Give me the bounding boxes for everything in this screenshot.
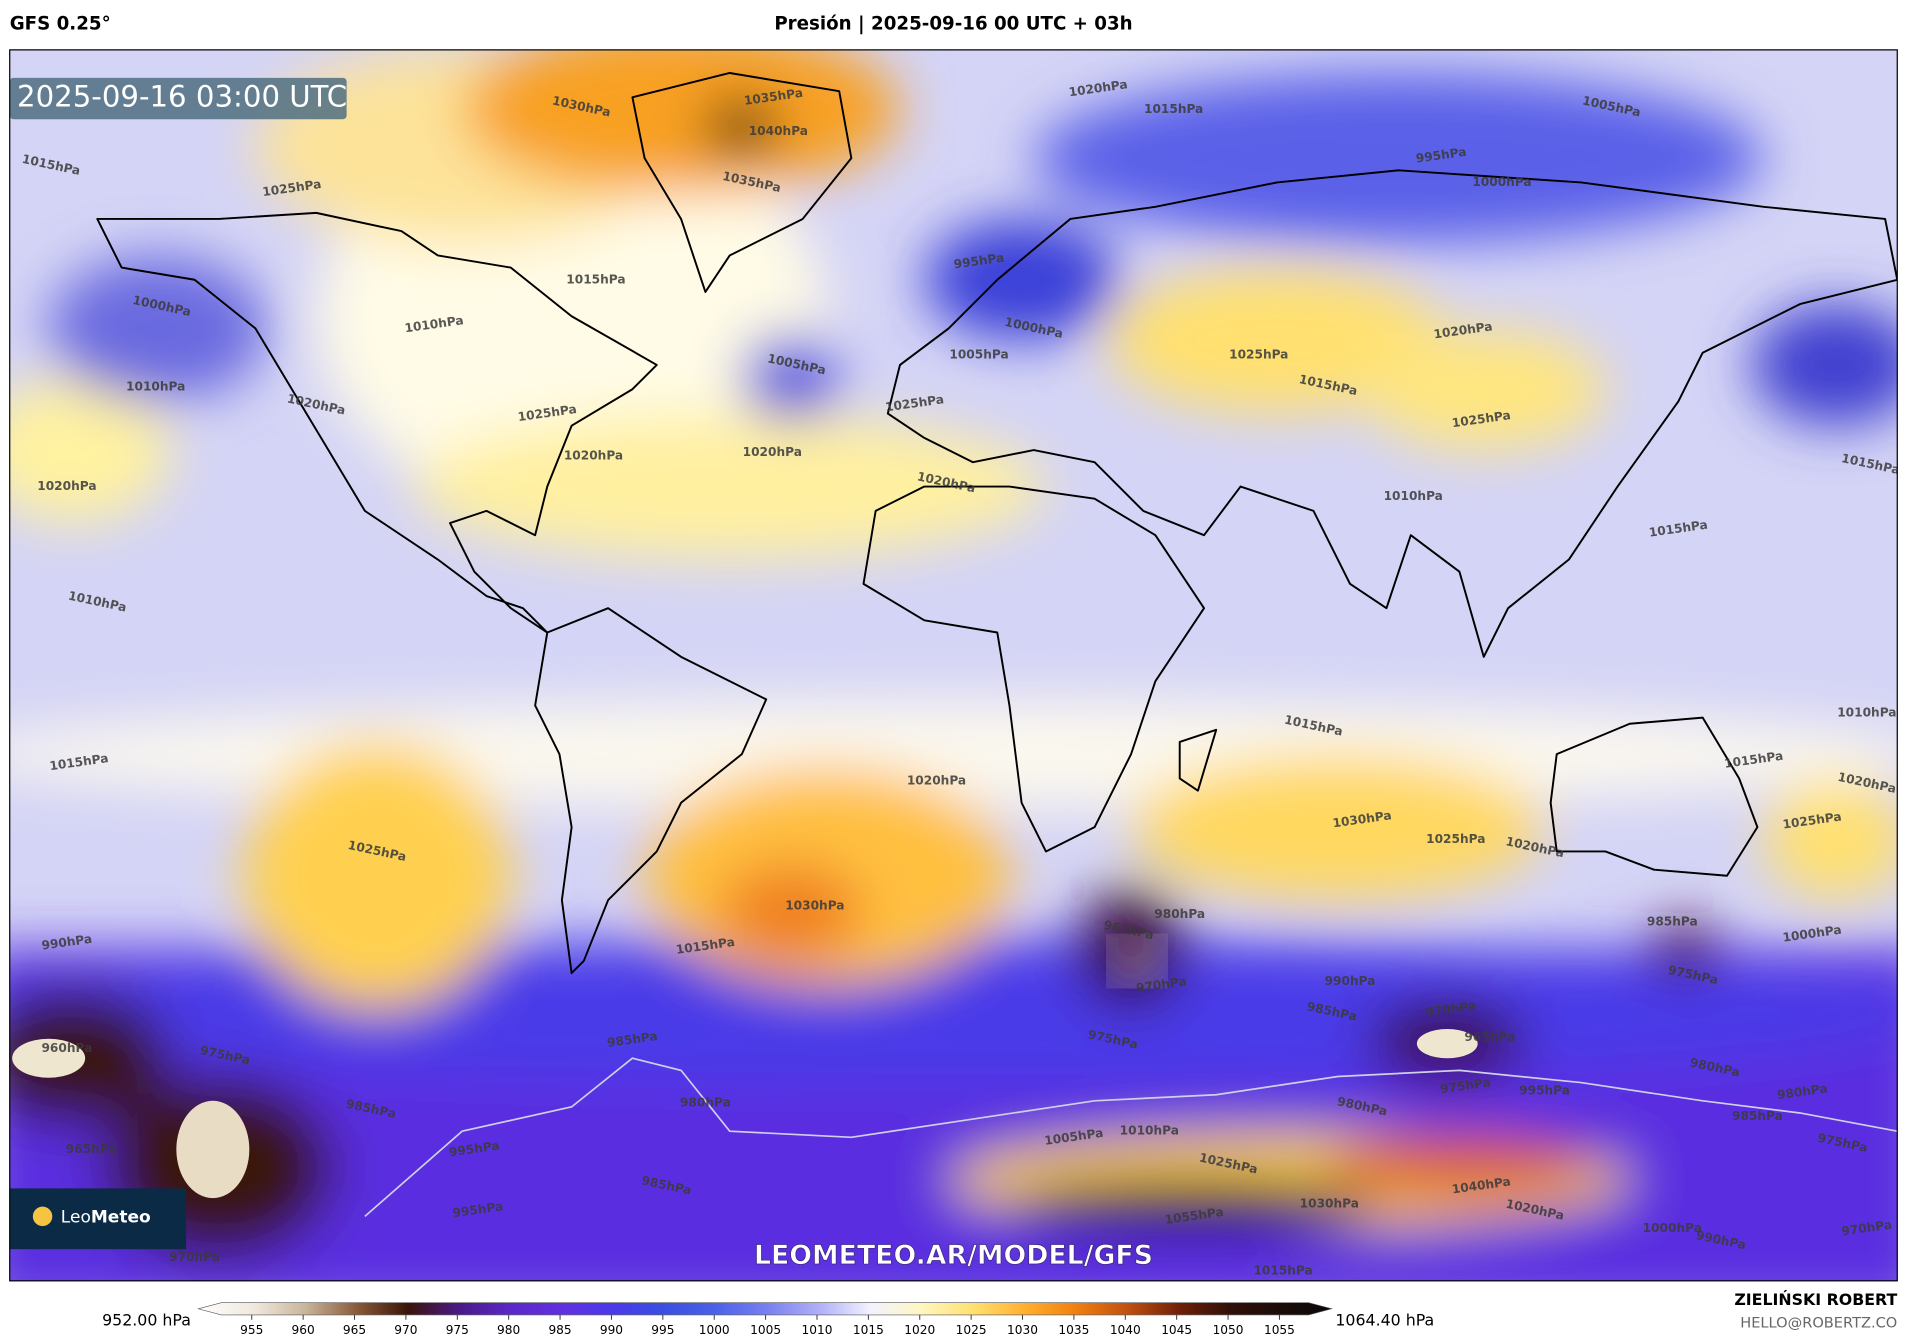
isobar-label: 1010hPa bbox=[1120, 1124, 1179, 1138]
colorbar-bar bbox=[197, 1302, 1333, 1316]
isobar-label: 995hPa bbox=[1519, 1084, 1570, 1098]
colorbar-tick-label: 1055 bbox=[1264, 1323, 1295, 1337]
coastlines bbox=[96, 72, 1898, 1218]
isobar-label: 1000hPa bbox=[1643, 1221, 1702, 1235]
colorbar-tick-label: 1050 bbox=[1213, 1323, 1244, 1337]
colorbar-tick-label: 1010 bbox=[802, 1323, 833, 1337]
colorbar-tick-label: 970 bbox=[394, 1323, 417, 1337]
isobar-label: 960hPa bbox=[41, 1041, 92, 1055]
map-title: Presión | 2025-09-16 00 UTC + 03h bbox=[774, 13, 1132, 34]
isobar-label: 1010hPa bbox=[1837, 705, 1896, 719]
colorbar-tick-label: 985 bbox=[548, 1323, 571, 1337]
isobar-label: 985hPa bbox=[1732, 1109, 1783, 1123]
isobar-label: 1030hPa bbox=[785, 899, 844, 913]
isobar-label: 970hPa bbox=[169, 1250, 220, 1264]
model-name: GFS 0.25° bbox=[10, 13, 111, 34]
isobar-label: 1015hPa bbox=[566, 272, 625, 286]
isobar-label: 980hPa bbox=[680, 1096, 731, 1110]
isobar-label: 970hPa bbox=[1425, 999, 1477, 1020]
coastline bbox=[96, 211, 658, 634]
colorbar-tick-label: 1005 bbox=[750, 1323, 781, 1337]
logo-meteo: Meteo bbox=[91, 1208, 151, 1228]
isobar-label: 995hPa bbox=[448, 1138, 500, 1159]
isobar-label: 1040hPa bbox=[749, 124, 808, 138]
map: 1030hPa 1035hPa1040hPa1035hPa1020hPa1015h… bbox=[9, 49, 1898, 1281]
isobar-label: 995hPa bbox=[1415, 145, 1467, 166]
isobar-label: 980hPa bbox=[1154, 907, 1205, 921]
colorbar-tick-label: 955 bbox=[240, 1323, 263, 1337]
watermark: LEOMETEO.AR/MODEL/GFS bbox=[754, 1240, 1153, 1271]
pressure-field bbox=[9, 49, 1898, 1281]
isobar-label: 1000hPa bbox=[1472, 175, 1531, 189]
colorbar-tick-label: 1040 bbox=[1110, 1323, 1141, 1337]
colorbar-tick-label: 980 bbox=[497, 1323, 520, 1337]
colorbar-tick-label: 1020 bbox=[904, 1323, 935, 1337]
coastline bbox=[631, 72, 853, 293]
email: HELLO@ROBERTZ.CO bbox=[1740, 1314, 1897, 1331]
colorbar-tick-label: 1035 bbox=[1058, 1323, 1089, 1337]
colorbar-tick-label: 995 bbox=[651, 1323, 674, 1337]
coastline bbox=[862, 485, 1206, 853]
isobar-label: 1025hPa bbox=[1426, 832, 1485, 846]
map-frame bbox=[9, 49, 1898, 1282]
colorbar-max: 1064.40 hPa bbox=[1335, 1310, 1434, 1329]
isobar-label: 1020hPa bbox=[743, 445, 802, 459]
isobar-label: 990hPa bbox=[1325, 974, 1376, 988]
isobar-label: 965hPa bbox=[66, 1142, 117, 1156]
colorbar-tick-label: 960 bbox=[292, 1323, 315, 1337]
logo-sun bbox=[32, 1206, 53, 1227]
isobar-label: 1020hPa bbox=[37, 479, 96, 493]
colorbar-tick-label: 1000 bbox=[699, 1323, 730, 1337]
isobar-label: 975hPa bbox=[1439, 1075, 1491, 1096]
isobar-label: 1030hPa bbox=[1300, 1197, 1359, 1211]
isobar-label: 985hPa bbox=[1647, 915, 1698, 929]
low-cores bbox=[12, 941, 1478, 1199]
colorbar-tick-label: 1025 bbox=[956, 1323, 987, 1337]
colorbar-min: 952.00 hPa bbox=[102, 1310, 191, 1329]
isobar-label: 970hPa bbox=[1841, 1218, 1893, 1239]
isobar-label: 985hPa bbox=[606, 1029, 658, 1050]
isobar-label: 1005hPa bbox=[949, 348, 1008, 362]
colorbar-tick-label: 1030 bbox=[1007, 1323, 1038, 1337]
colorbar-tick-label: 975 bbox=[446, 1323, 469, 1337]
logo: LeoMeteo bbox=[61, 1208, 151, 1228]
isobar-label: 995hPa bbox=[452, 1199, 504, 1220]
coastline bbox=[886, 169, 1898, 658]
logo-leo: Leo bbox=[61, 1208, 91, 1228]
isobar-label: 980hPa bbox=[1776, 1081, 1828, 1102]
colorbar: 952.00 hPa 1064.40 hPa 955 960 965 970 975 98… bbox=[102, 1302, 1434, 1337]
isobar-label: 1020hPa bbox=[564, 449, 623, 463]
isobar-label: 1020hPa bbox=[907, 773, 966, 787]
isobar-label: 970hPa bbox=[1135, 974, 1187, 995]
timestamp-box bbox=[9, 77, 347, 120]
isobar-label: 990hPa bbox=[41, 932, 93, 953]
colorbar-tick-label: 990 bbox=[600, 1323, 623, 1337]
colorbar-tick-label: 965 bbox=[343, 1323, 366, 1337]
isobar-label: 1015hPa bbox=[1144, 102, 1203, 116]
colorbar-tick-label: 1045 bbox=[1161, 1323, 1192, 1337]
isobar-label: 1010hPa bbox=[126, 379, 185, 393]
isobar-label: 995hPa bbox=[953, 251, 1005, 272]
coastline bbox=[1549, 716, 1759, 877]
timestamp: 2025-09-16 03:00 UTC bbox=[17, 80, 347, 114]
isobar-label: 1010hPa bbox=[1384, 489, 1443, 503]
isobar-label: 1025hPa bbox=[1229, 348, 1288, 362]
isobar-label: 965hPa bbox=[1464, 1030, 1515, 1044]
coastline bbox=[534, 607, 768, 975]
author: ZIELIŃSKI ROBERT bbox=[1734, 1290, 1897, 1309]
isobar-label: 1015hPa bbox=[1253, 1264, 1312, 1278]
colorbar-tick-label: 1015 bbox=[853, 1323, 884, 1337]
antarctic-coast bbox=[364, 1057, 1898, 1218]
coastline bbox=[1178, 728, 1218, 792]
